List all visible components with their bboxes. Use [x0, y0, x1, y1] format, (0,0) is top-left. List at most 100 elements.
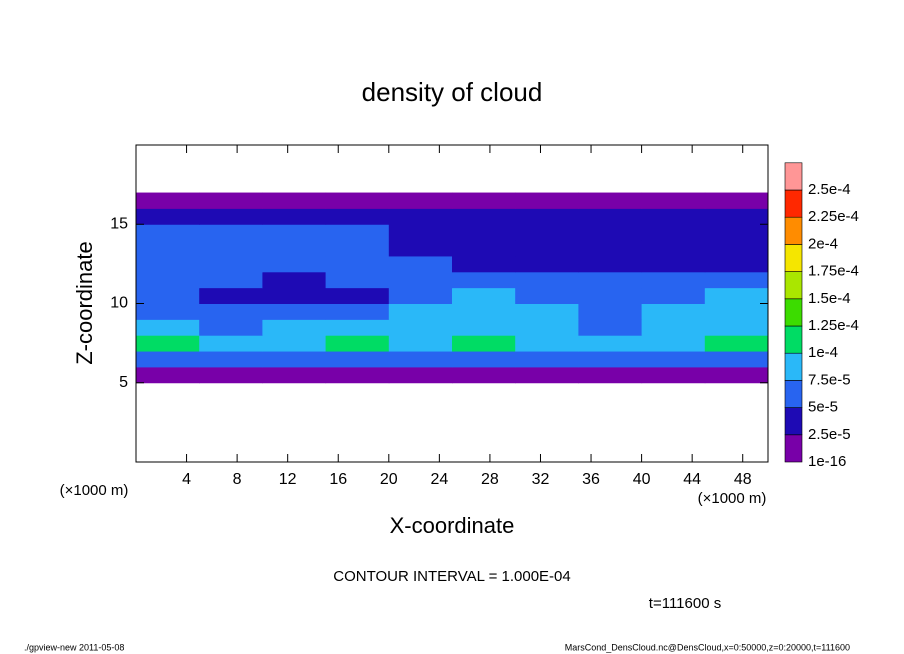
field-cell [641, 335, 706, 352]
field-cell [641, 208, 706, 225]
field-cell [515, 287, 579, 304]
x-tick-label: 32 [532, 471, 550, 488]
colorbar-box [784, 244, 803, 272]
field-cell [515, 335, 579, 352]
field-cell [452, 271, 516, 289]
x-tick-label: 40 [633, 471, 651, 488]
field-cell [262, 255, 327, 273]
field-cell [578, 303, 643, 320]
field-cell [704, 319, 769, 336]
field-cell [325, 192, 390, 209]
field-cell [325, 287, 390, 304]
field-cell [262, 319, 327, 336]
field-cell [704, 255, 769, 273]
field-cell [388, 255, 453, 273]
y-unit-label: (×1000 m) [60, 482, 129, 499]
colorbar-label: 7.5e-5 [808, 371, 851, 388]
field-cell [262, 287, 327, 304]
field-cell [388, 271, 453, 289]
field-cell [388, 192, 453, 209]
field-cell [136, 366, 200, 384]
field-cell [578, 335, 643, 352]
field-cell [325, 240, 390, 257]
chart-title: density of cloud [362, 77, 543, 107]
field-cell [199, 366, 263, 384]
field-cell [136, 255, 200, 273]
x-tick-label: 36 [582, 471, 600, 488]
field-cell [578, 255, 643, 273]
field-cell [578, 271, 643, 289]
field-cell [452, 287, 516, 304]
colorbar-label: 5e-5 [808, 399, 838, 416]
field-cell [704, 351, 769, 368]
field-cell [641, 192, 706, 209]
field-cell [452, 335, 516, 352]
field-cell [199, 287, 263, 304]
colorbar-label: 2.5e-5 [808, 426, 851, 443]
field-cell [704, 224, 769, 241]
field-cell [136, 303, 200, 320]
field-cell [578, 208, 643, 225]
field-cell [325, 319, 390, 336]
annotation: CONTOUR INTERVAL = 1.000E-04 [333, 568, 570, 585]
colorbar-label: 2.25e-4 [808, 208, 859, 225]
field-cell [262, 303, 327, 320]
field-cell [388, 287, 453, 304]
y-axis-label: Z-coordinate [72, 241, 97, 365]
x-tick-label: 20 [380, 471, 398, 488]
field-cell [199, 335, 263, 352]
field-cell [641, 351, 706, 368]
field-cell [199, 208, 263, 225]
field-cell [704, 208, 769, 225]
field-cell [199, 255, 263, 273]
x-unit-label: (×1000 m) [698, 490, 767, 507]
field-cell [388, 366, 453, 384]
field-cell [641, 287, 706, 304]
x-axis-label: X-coordinate [390, 513, 515, 538]
field-cell [641, 319, 706, 336]
field-cell [199, 224, 263, 241]
colorbar-box [784, 162, 803, 191]
colorbar-label: 1.5e-4 [808, 290, 851, 307]
field-cell [515, 240, 579, 257]
field-cell [262, 335, 327, 352]
field-cell [515, 255, 579, 273]
x-tick-label: 48 [734, 471, 752, 488]
field-cell [325, 271, 390, 289]
y-tick-label: 15 [110, 215, 128, 232]
field-cell [641, 366, 706, 384]
field-cell [262, 351, 327, 368]
field-cell [578, 351, 643, 368]
field-cell [388, 208, 453, 225]
x-tick-label: 16 [329, 471, 347, 488]
field-cell [199, 240, 263, 257]
field-cell [452, 240, 516, 257]
field-cell [578, 366, 643, 384]
field-cell [704, 271, 769, 289]
field-cell [325, 303, 390, 320]
field-cell [262, 366, 327, 384]
footer-right: MarsCond_DensCloud.nc@DensCloud,x=0:5000… [565, 642, 850, 652]
x-tick-label: 8 [233, 471, 242, 488]
x-tick-label: 12 [279, 471, 297, 488]
field-cell [452, 208, 516, 225]
colorbar-label: 1e-4 [808, 344, 838, 361]
colorbar-box [784, 352, 803, 381]
colorbar-box [784, 325, 803, 354]
field-cell [325, 255, 390, 273]
field-cell [515, 303, 579, 320]
field-cell [452, 224, 516, 241]
colorbar-label: 1.25e-4 [808, 317, 859, 334]
colorbar-box [784, 216, 803, 245]
field-cell [262, 271, 327, 289]
field-cell [262, 240, 327, 257]
field-cell [136, 224, 200, 241]
x-tick-label: 28 [481, 471, 499, 488]
colorbar-box [784, 271, 803, 300]
field-cell [452, 366, 516, 384]
field-cell [578, 240, 643, 257]
field-cell [388, 224, 453, 241]
field-cell [515, 224, 579, 241]
colorbar-label: 2.5e-4 [808, 181, 851, 198]
